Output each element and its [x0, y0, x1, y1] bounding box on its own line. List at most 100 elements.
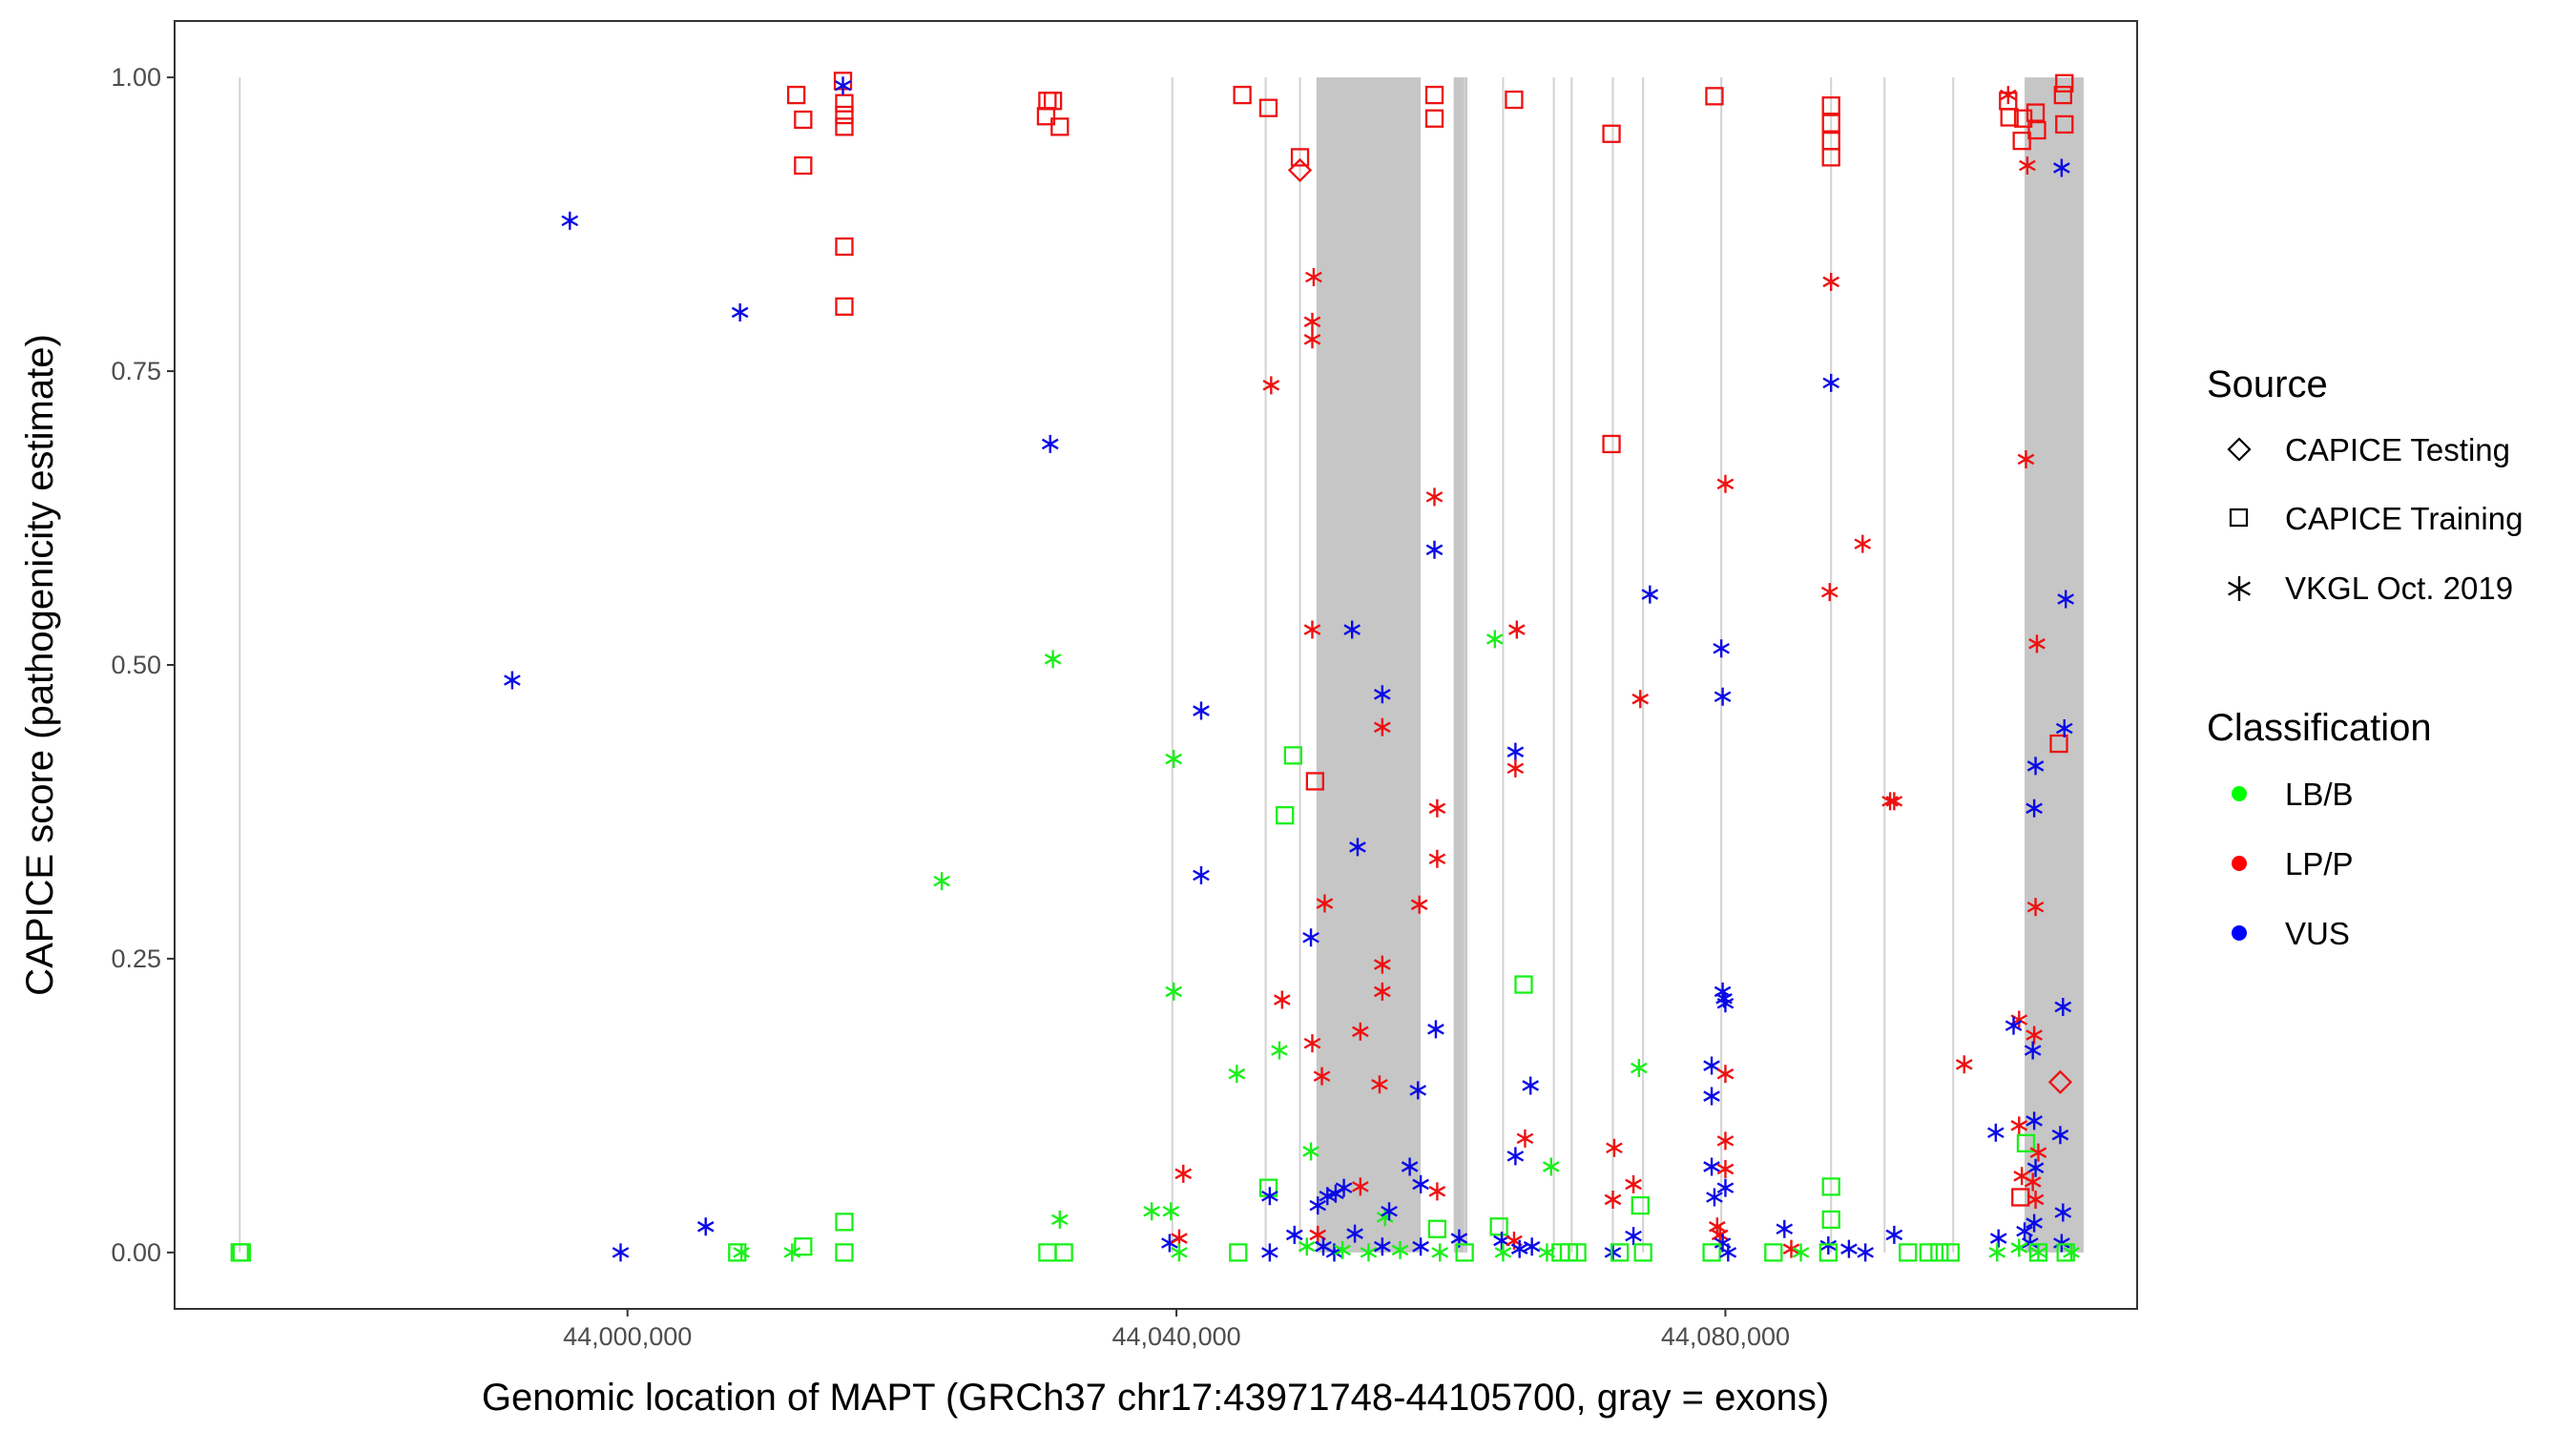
- data-point-211: [2029, 1143, 2047, 1162]
- legend-item-lpp: LP/P: [2232, 846, 2354, 881]
- data-point-228: [2053, 158, 2070, 177]
- data-point-7: [728, 1243, 747, 1262]
- legend-diamond-icon: [2227, 437, 2252, 462]
- data-point-36: [1162, 1202, 1180, 1221]
- data-point-69: [1309, 1196, 1327, 1215]
- data-point-235: [2056, 1243, 2075, 1262]
- data-point-62: [1303, 620, 1321, 639]
- data-point-184: [1919, 1243, 1939, 1262]
- data-point-124: [1542, 1157, 1560, 1176]
- exon-band-0: [1316, 77, 1422, 1253]
- data-point-206: [2025, 1026, 2043, 1045]
- data-point-33: [1143, 1202, 1161, 1221]
- data-point-17: [835, 117, 854, 136]
- data-point-128: [1568, 1243, 1587, 1262]
- data-point-85: [1374, 955, 1391, 974]
- data-point-136: [1631, 690, 1650, 709]
- data-point-179: [1857, 1243, 1875, 1262]
- data-point-163: [1776, 1219, 1794, 1238]
- exon-band-2: [2025, 77, 2084, 1253]
- data-point-90: [1374, 1237, 1391, 1256]
- data-point-134: [1610, 1243, 1630, 1262]
- data-point-155: [1716, 1178, 1735, 1197]
- legend-vus-dot: [2232, 925, 2247, 941]
- data-point-2: [504, 671, 521, 690]
- data-point-119: [1516, 1129, 1534, 1148]
- data-point-12: [794, 110, 813, 130]
- data-point-220: [2010, 1238, 2028, 1257]
- y-tick-label-0: 0.00: [111, 1238, 161, 1267]
- data-point-26: [1036, 107, 1056, 126]
- data-point-105: [1427, 1219, 1447, 1238]
- data-point-81: [1346, 1224, 1363, 1243]
- legend-label-capice-testing: CAPICE Testing: [2285, 432, 2510, 467]
- data-point-187: [1955, 1055, 1973, 1074]
- data-point-93: [1410, 895, 1428, 914]
- data-point-201: [2026, 757, 2045, 776]
- data-point-223: [2049, 734, 2068, 754]
- data-point-221: [2029, 1243, 2047, 1262]
- data-point-65: [1302, 928, 1319, 947]
- data-point-203: [2026, 898, 2045, 917]
- data-point-8: [733, 1243, 750, 1262]
- data-point-143: [1716, 474, 1735, 493]
- data-point-123: [1523, 1237, 1541, 1256]
- legend-item-capice-training: CAPICE Training: [2229, 501, 2523, 536]
- data-point-230: [2055, 719, 2073, 738]
- data-point-190: [1988, 1243, 2006, 1262]
- legend-source-title: Source: [2207, 363, 2328, 405]
- data-point-104: [1428, 1182, 1446, 1201]
- data-point-120: [1506, 1147, 1525, 1166]
- data-point-144: [1713, 639, 1730, 658]
- data-point-115: [1506, 742, 1525, 761]
- data-point-189: [1989, 1229, 2007, 1248]
- x-tick-label-2: 44,080,000: [1661, 1322, 1790, 1351]
- data-point-182: [1885, 1225, 1903, 1244]
- data-point-109: [1485, 630, 1504, 649]
- data-point-210: [2016, 1133, 2036, 1152]
- data-point-89: [1381, 1202, 1398, 1221]
- data-point-177: [1840, 1239, 1858, 1258]
- data-point-152: [1716, 1131, 1735, 1151]
- data-point-55: [1290, 148, 1310, 167]
- data-point-196: [2019, 156, 2036, 176]
- data-point-41: [1193, 701, 1210, 720]
- data-point-156: [1706, 1188, 1723, 1207]
- data-point-103: [1427, 1020, 1444, 1039]
- data-point-110: [1489, 1217, 1508, 1236]
- data-point-198: [2027, 120, 2046, 140]
- legend-item-vus: VUS: [2232, 916, 2350, 951]
- data-point-13: [794, 156, 813, 176]
- data-point-99: [1425, 487, 1444, 507]
- data-point-80: [1352, 1177, 1369, 1196]
- data-point-194: [2013, 109, 2033, 128]
- data-point-162: [1764, 1243, 1783, 1262]
- data-point-50: [1261, 1243, 1278, 1262]
- data-point-40: [1171, 1243, 1188, 1262]
- data-point-229: [2057, 590, 2075, 609]
- data-point-61: [1303, 330, 1321, 349]
- data-point-132: [1604, 1190, 1622, 1209]
- point-layer: [230, 72, 2080, 1262]
- data-point-186: [1941, 1243, 1961, 1262]
- data-point-57: [1285, 1225, 1303, 1244]
- axis-layer: 0.00 0.25 0.50 0.75 1.00 44,000,000 44,040,000…: [111, 63, 1790, 1351]
- legend-lbb-dot: [2232, 786, 2247, 801]
- y-tick-label-1: 0.25: [111, 944, 161, 973]
- data-point-236: [2063, 1243, 2080, 1262]
- data-point-108: [1455, 1243, 1474, 1262]
- data-point-11: [786, 85, 806, 105]
- legend-item-lbb: LB/B: [2232, 777, 2354, 812]
- data-point-39: [1174, 1164, 1193, 1183]
- data-point-84: [1374, 717, 1391, 736]
- data-point-87: [1371, 1075, 1388, 1094]
- data-point-47: [1262, 376, 1280, 395]
- data-point-77: [1343, 620, 1361, 639]
- data-point-43: [1233, 85, 1252, 105]
- data-point-116: [1506, 758, 1525, 778]
- data-point-183: [1899, 1243, 1918, 1262]
- data-point-79: [1352, 1022, 1369, 1041]
- data-point-100: [1425, 540, 1444, 559]
- data-point-98: [1424, 109, 1444, 128]
- data-point-169: [1821, 148, 1840, 167]
